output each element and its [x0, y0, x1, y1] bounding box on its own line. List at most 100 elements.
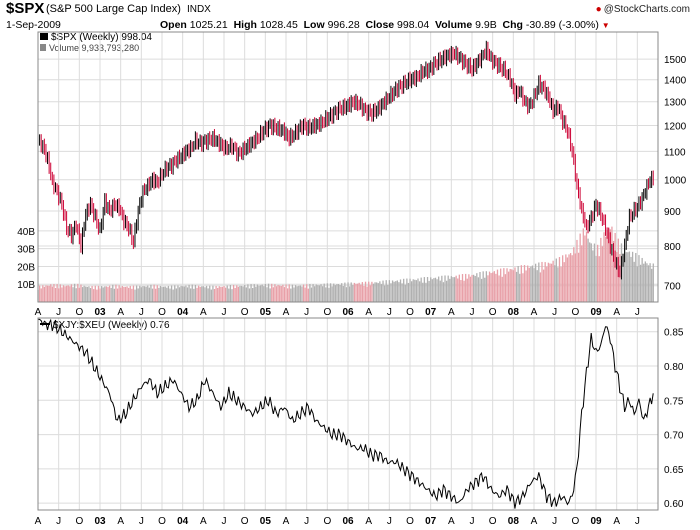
volume-bar [531, 265, 534, 302]
x-tick-label: J [139, 516, 144, 527]
x-tick-label: A [365, 307, 372, 318]
x-tick-label: A [200, 516, 207, 527]
volume-bar [488, 271, 491, 302]
volume-bar [534, 263, 537, 302]
volume-bar [217, 287, 219, 302]
volume-bar [574, 253, 577, 302]
volume-bar [231, 289, 233, 302]
candle-legend-icon [40, 33, 48, 40]
x-tick-label: O [158, 516, 166, 527]
volume-bar [275, 286, 278, 302]
volume-bar [480, 278, 483, 302]
volume-bar [302, 284, 305, 302]
volume-bar [542, 269, 545, 302]
volume-bar [649, 263, 651, 302]
x-tick-label: 07 [425, 307, 437, 318]
volume-bar [555, 258, 557, 302]
volume-bar [498, 275, 500, 302]
volume-bar [528, 267, 530, 302]
volume-bar [232, 284, 235, 302]
volume-bar [364, 281, 367, 302]
quote-date: 1-Sep-2009 [6, 19, 61, 31]
volume-bar [142, 286, 144, 302]
x-tick-label: 05 [260, 307, 272, 318]
volume-bar [46, 285, 49, 302]
y-tick-label: 1300 [664, 98, 687, 109]
volume-bar [598, 256, 600, 302]
volume-bar [178, 287, 181, 302]
x-tick-label: O [323, 516, 331, 527]
volume-bar [236, 285, 238, 302]
volume-bar [166, 287, 168, 302]
volume-bar [449, 278, 451, 302]
volume-bar [409, 278, 411, 302]
volume-bar [563, 262, 565, 302]
volume-bar [280, 285, 282, 302]
volume-bar [259, 285, 262, 302]
volume-bar [576, 239, 578, 302]
volume-bar [479, 272, 481, 302]
volume-bar [99, 288, 101, 302]
volume-bar [213, 289, 216, 302]
volume-bar [188, 284, 190, 302]
volume-bar [445, 280, 448, 302]
volume-bar [536, 270, 538, 302]
volume-bar [376, 282, 378, 302]
x-tick-label: J [387, 516, 392, 527]
volume-bar [631, 251, 634, 302]
volume-bar [369, 285, 371, 302]
volume-bar [283, 287, 286, 302]
stockcharts-logo-icon: ● [595, 4, 602, 15]
volume-bar [428, 280, 430, 302]
volume-bar [441, 275, 443, 302]
x-tick-label: A [531, 516, 538, 527]
volume-bar [399, 279, 402, 302]
volume-bar [223, 286, 225, 302]
volume-bar [566, 257, 569, 302]
volume-bar [286, 288, 289, 302]
volume-bar [81, 287, 84, 302]
volume-bar [78, 287, 81, 302]
volume-bar [245, 287, 247, 302]
volume-bar [100, 286, 103, 302]
volume-bar [573, 247, 575, 302]
volume-bar [161, 287, 163, 302]
x-tick-label: A [613, 516, 620, 527]
volume-bar [209, 285, 211, 302]
volume-bar [550, 263, 553, 302]
volume-bar [320, 284, 322, 302]
volume-bar [382, 280, 384, 302]
volume-bar [334, 285, 336, 302]
volume-bar [457, 278, 459, 302]
volume-bar [193, 288, 195, 302]
volume-bar [341, 283, 343, 302]
volume-bar [492, 272, 494, 302]
volume-tick-label: 30B [17, 245, 35, 256]
volume-bar [337, 284, 340, 302]
x-tick-label: A [448, 516, 455, 527]
x-tick-label: A [531, 307, 538, 318]
volume-bar [592, 250, 594, 302]
volume-bar [356, 283, 359, 302]
volume-bar [616, 252, 618, 302]
volume-bar [105, 286, 108, 302]
y-tick-label: 0.75 [664, 396, 684, 407]
x-tick-label: A [35, 307, 42, 318]
price-legend: $SPX (Weekly) 998.04 [40, 32, 152, 43]
volume-bar [423, 277, 426, 302]
volume-bar [221, 286, 224, 302]
x-tick-label: J [387, 307, 392, 318]
volume-bar [328, 287, 330, 302]
volume-bar [639, 264, 642, 302]
volume-bar [547, 262, 550, 302]
chart-header: $SPX (S&P 500 Large Cap Index) INDX 1-Sep… [0, 0, 700, 34]
volume-bar [170, 285, 173, 302]
volume-bar [321, 286, 324, 302]
volume-bar [116, 288, 119, 302]
volume-bar [301, 286, 303, 302]
volume-bar [194, 284, 197, 302]
y-tick-label: 0.65 [664, 465, 684, 476]
x-tick-label: 08 [508, 516, 520, 527]
volume-bar [50, 284, 52, 302]
volume-bar [385, 280, 387, 302]
